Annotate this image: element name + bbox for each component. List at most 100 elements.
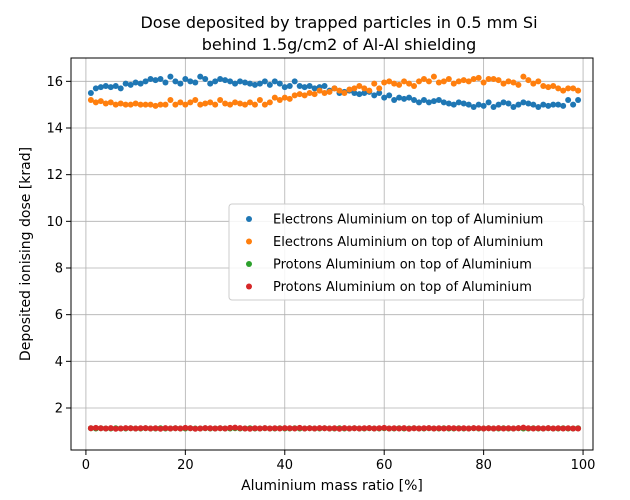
legend-marker (246, 238, 252, 245)
series-4-point (152, 425, 159, 432)
series-2-point (147, 101, 154, 108)
series-1-point (301, 84, 308, 91)
series-2-point (455, 78, 462, 85)
series-1-point (177, 80, 184, 87)
series-4-point (331, 425, 338, 432)
legend-marker (246, 216, 252, 222)
series-1-point (246, 80, 253, 87)
series-4-point (137, 425, 144, 432)
series-1-point (381, 94, 388, 101)
series-4-point (555, 425, 562, 432)
series-2-point (411, 83, 418, 89)
series-4-point (207, 425, 214, 432)
series-1-point (391, 97, 398, 103)
series-2-point (485, 76, 492, 82)
series-2-point (371, 80, 378, 87)
series-2-point (321, 90, 328, 96)
series-4-point (117, 425, 124, 432)
series-4-point (416, 425, 422, 432)
series-2-point (510, 79, 517, 86)
series-1-point (266, 81, 273, 88)
axis-ticks: 0 20 40 60 80 100 2 4 6 8 10 12 14 16 (46, 75, 595, 473)
series-4-point (87, 425, 94, 432)
series-2-point (177, 99, 184, 106)
series-1-point (560, 102, 567, 109)
series-1-point (465, 101, 472, 108)
series-4-point (291, 425, 298, 432)
series-4-point (237, 425, 244, 432)
x-tick-label: 60 (376, 458, 393, 473)
series-1-point (311, 85, 318, 92)
series-4-point (132, 425, 139, 432)
chart-title: Dose deposited by trapped particles in 0… (140, 13, 537, 54)
series-2-point (197, 101, 204, 108)
series-4-point (376, 425, 383, 432)
series-4-point (505, 425, 512, 432)
series-4 (87, 424, 582, 432)
series-1-point (540, 101, 547, 108)
series-4-point (356, 425, 363, 432)
series-2-point (291, 92, 298, 99)
series-2-point (515, 81, 522, 88)
series-2-point (192, 97, 199, 103)
series-4-point (406, 425, 413, 432)
series-4-point (485, 425, 492, 432)
series-4-point (351, 425, 358, 432)
series-4-point (480, 425, 487, 432)
series-1-point (276, 80, 283, 87)
series-4-point (202, 425, 209, 432)
series-4-point (420, 425, 427, 432)
series-1-point (256, 80, 263, 87)
series-4-point (425, 425, 432, 432)
series-1-point (137, 80, 144, 87)
series-2-point (232, 99, 239, 106)
series-2-point (505, 78, 512, 85)
series-2-point (470, 76, 477, 82)
series-2-point (127, 101, 134, 108)
series-1-point (157, 76, 164, 82)
series-4-point (102, 425, 109, 432)
series-2-point (555, 85, 562, 92)
series-2-point (490, 76, 497, 82)
series-4-point (490, 425, 497, 432)
series-4-point (281, 425, 288, 432)
series-2-point (286, 95, 293, 102)
series-4-point (470, 425, 477, 432)
series-2-point (361, 85, 368, 92)
series-2-point (172, 101, 179, 108)
series-1-point (485, 99, 492, 106)
series-1-point (102, 83, 109, 89)
series-1-point (430, 98, 437, 105)
series-2-point (420, 76, 427, 82)
series-1-point (237, 78, 244, 85)
series-2-point (152, 102, 159, 109)
y-tick-label: 14 (46, 122, 63, 137)
series-1-point (480, 102, 487, 109)
series-1-point (132, 79, 139, 86)
series-2-point (416, 78, 422, 85)
series-1-point (575, 97, 582, 103)
series-2-point (391, 80, 398, 87)
y-tick-label: 6 (55, 308, 63, 323)
series-1-point (286, 83, 293, 89)
series-1-point (87, 90, 94, 96)
series-2-point (271, 94, 278, 101)
series-1-point (187, 78, 194, 85)
series-2-point (87, 97, 94, 103)
series-4-point (251, 425, 258, 432)
series-2-point (550, 83, 557, 89)
series-4-point (396, 425, 403, 432)
series-1-point (222, 77, 229, 84)
series-4-point (162, 425, 169, 432)
series-1-point (550, 101, 557, 108)
series-4-point (411, 425, 418, 432)
series-2-point (306, 90, 313, 96)
series-4-point (147, 425, 154, 432)
series-4-point (212, 425, 219, 432)
series-2-point (266, 99, 273, 106)
series-2-point (97, 98, 104, 105)
series-1-point (251, 81, 258, 88)
series-2-point (251, 101, 258, 108)
series-1-point (162, 79, 169, 86)
